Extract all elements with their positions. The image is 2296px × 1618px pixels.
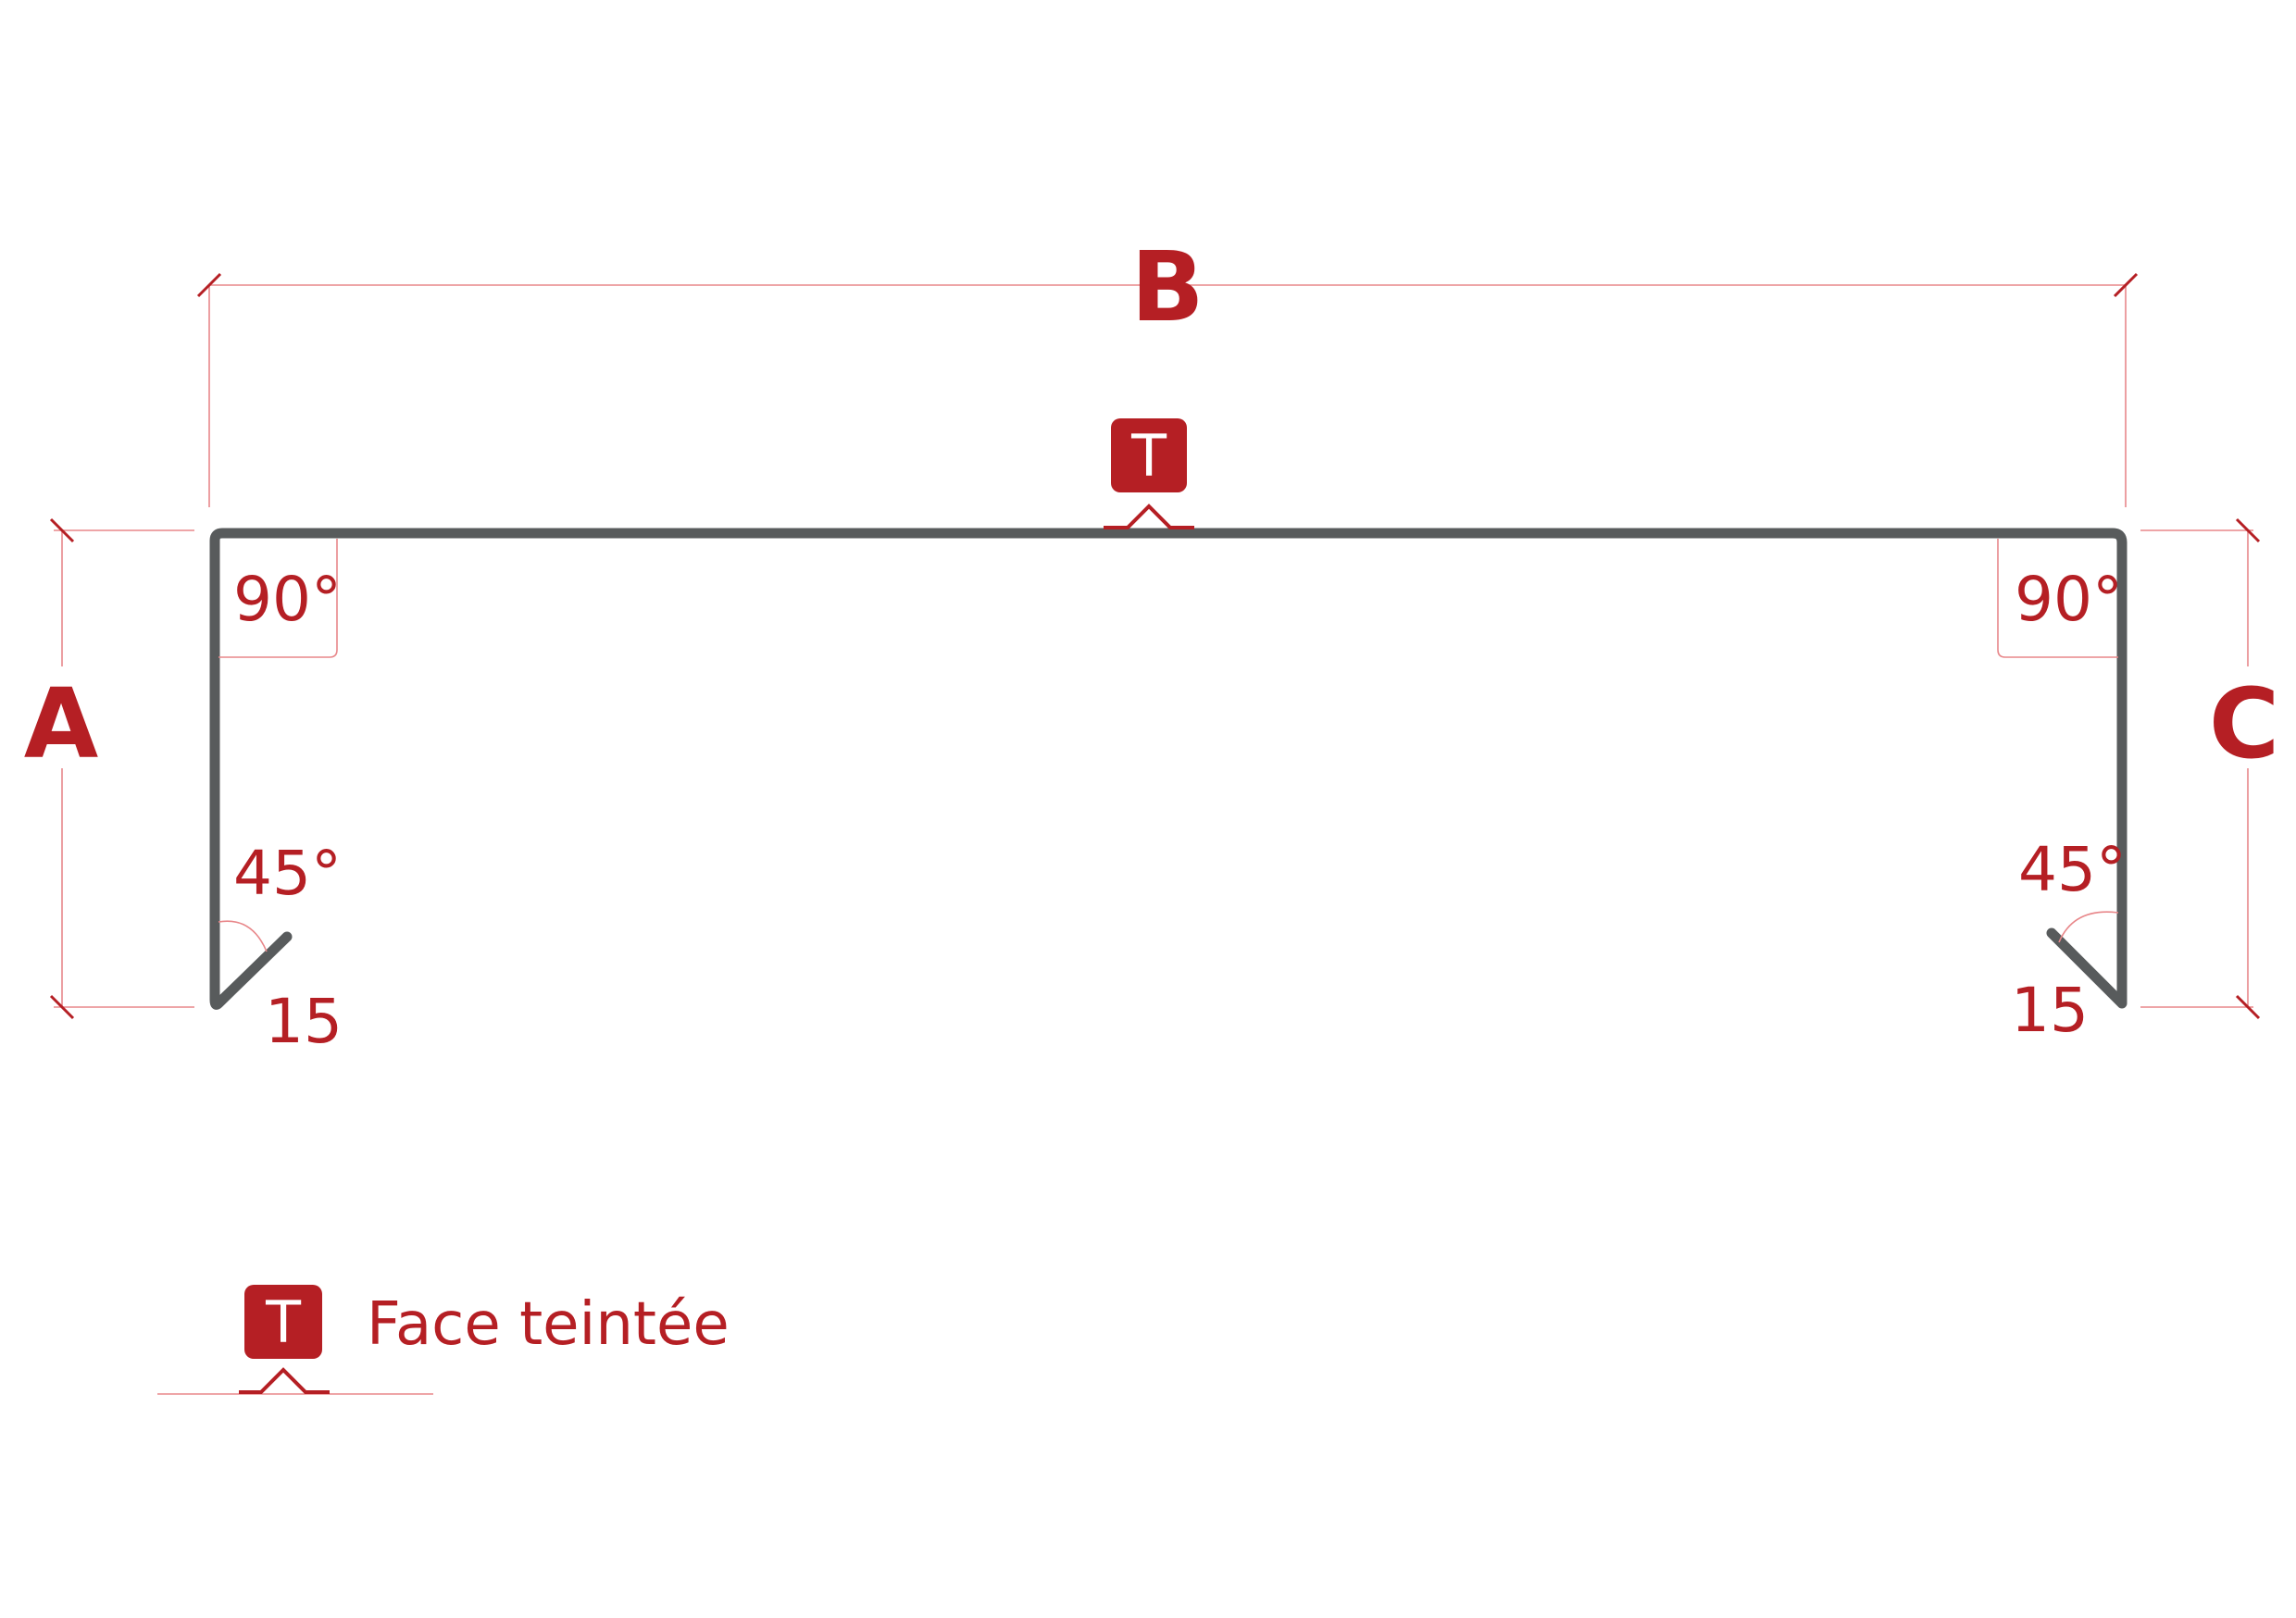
tinted-face-marker: T — [1104, 418, 1194, 529]
legend-label: Face teintée — [367, 1290, 730, 1359]
right-angle-marker-right — [1997, 539, 2118, 658]
dimension-b: B — [196, 230, 2139, 507]
tinted-face-badge — [1111, 418, 1187, 492]
angle-arc-right — [2058, 911, 2119, 943]
dimension-b-label: B — [1130, 230, 1204, 343]
profile-outline — [209, 528, 2128, 1010]
legend-badge-letter: T — [265, 1288, 302, 1356]
legend-caret-icon — [239, 1367, 330, 1394]
right-angle-marker-left — [218, 539, 338, 658]
angle-arc-left — [218, 920, 268, 952]
legend-badge — [244, 1285, 322, 1359]
angle-label-right-top: 90° — [2015, 564, 2123, 635]
hem-label-right: 15 — [2011, 975, 2089, 1046]
angle-label-left-bottom: 45° — [233, 838, 342, 909]
hem-label-left: 15 — [265, 986, 343, 1057]
angle-label-left-top: 90° — [233, 564, 342, 635]
angle-label-right-bottom: 45° — [2018, 834, 2127, 905]
dimension-a-label: A — [24, 667, 99, 780]
legend: T Face teintée — [157, 1285, 730, 1395]
dimension-c: C — [2140, 517, 2279, 1020]
dimension-a: A — [24, 517, 194, 1020]
tinted-face-badge-letter: T — [1130, 422, 1167, 490]
dimension-c-label: C — [2209, 667, 2279, 780]
caret-icon — [1104, 504, 1194, 529]
